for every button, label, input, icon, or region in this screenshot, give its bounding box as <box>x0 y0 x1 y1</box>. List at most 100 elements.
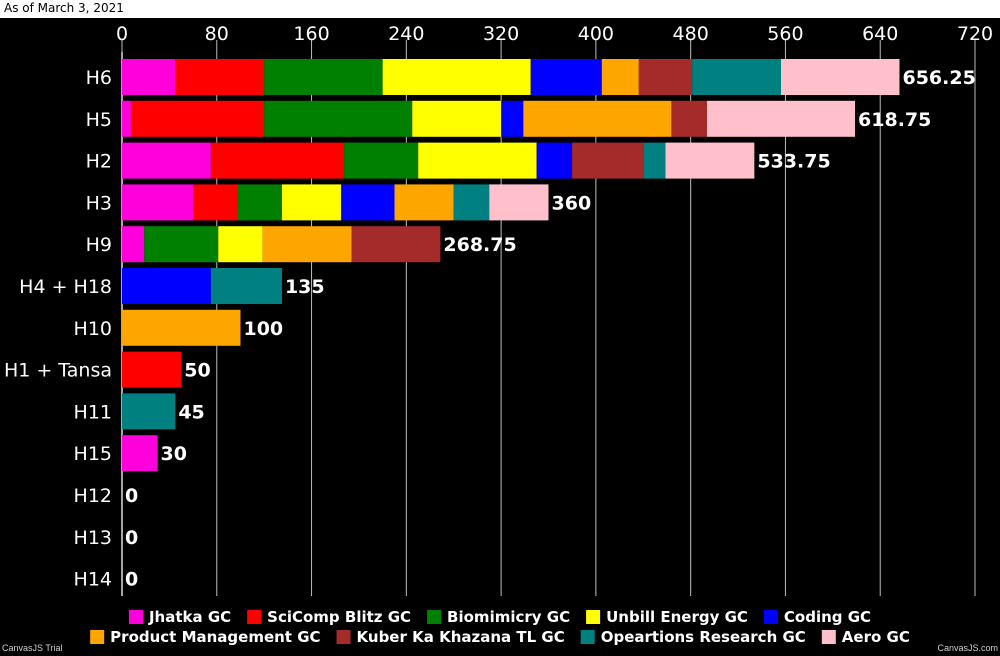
bar-segment <box>122 435 158 472</box>
y-category-label: H5 <box>86 109 112 131</box>
total-label: 656.25 <box>902 67 975 89</box>
bar-segment <box>122 100 131 137</box>
bar-segment <box>382 59 531 95</box>
total-label: 0 <box>125 569 138 591</box>
bar-segment <box>692 59 782 95</box>
bar-segment <box>671 100 707 137</box>
legend-item: SciComp Blitz GC <box>247 608 411 626</box>
legend-item: Kuber Ka Khazana TL GC <box>336 628 565 646</box>
y-category-label: H9 <box>86 234 112 256</box>
total-label: 100 <box>243 318 283 340</box>
bar-segment <box>237 184 282 221</box>
y-category-label: H15 <box>74 443 112 465</box>
bar-segment <box>122 351 182 388</box>
bar-segment <box>122 268 211 304</box>
bar-segment <box>665 142 755 179</box>
bar-segment <box>536 142 573 179</box>
total-label: 45 <box>178 401 204 423</box>
bars <box>122 59 900 472</box>
bar-segment <box>122 184 194 221</box>
bar-segment <box>453 184 490 221</box>
legend: Jhatka GC SciComp Blitz GC Biomimicry GC Un… <box>90 608 910 646</box>
total-label: 50 <box>184 360 210 382</box>
bar-segment <box>638 59 693 95</box>
bar-segment <box>210 142 345 179</box>
y-category-label: H14 <box>74 569 112 591</box>
legend-label: Biomimicry GC <box>447 608 570 626</box>
bar-segment <box>344 142 419 179</box>
stacked-bar-chart: 0 80 160 240 320 400 480 560 640 720 H6 H5 H2 H3 H9 H4… <box>4 23 993 646</box>
bar-segment <box>264 100 413 137</box>
legend-label: Product Management GC <box>110 628 320 646</box>
bar-segment <box>210 268 282 304</box>
x-tick-label: 560 <box>767 23 803 45</box>
bar-segment <box>489 184 549 221</box>
watermark-right: CanvasJS.com <box>937 643 998 653</box>
legend-swatch <box>427 610 442 624</box>
bar-segment <box>341 184 395 221</box>
y-category-label: H6 <box>86 67 112 89</box>
bar-segment <box>572 142 644 179</box>
legend-label: Aero GC <box>842 628 910 646</box>
bar-segment <box>130 100 265 137</box>
total-label: 533.75 <box>757 151 830 173</box>
y-category-label: H13 <box>74 527 112 549</box>
x-tick-label: 480 <box>673 23 709 45</box>
x-tick-label: 640 <box>862 23 898 45</box>
legend-swatch <box>763 610 778 624</box>
bar-segment <box>122 309 241 346</box>
legend-item: Biomimicry GC <box>427 608 570 626</box>
bar-segment <box>412 100 502 137</box>
legend-label: Coding GC <box>784 608 871 626</box>
x-tick-label: 240 <box>388 23 424 45</box>
bar-segment <box>175 59 265 95</box>
legend-swatch <box>336 630 351 644</box>
y-category-label: H3 <box>86 192 112 214</box>
x-tick-label: 0 <box>116 23 128 45</box>
x-tick-label: 160 <box>293 23 329 45</box>
x-tick-label: 720 <box>957 23 993 45</box>
legend-label: SciComp Blitz GC <box>267 608 411 626</box>
total-label: 268.75 <box>443 234 516 256</box>
legend-swatch <box>580 630 595 644</box>
legend-item: Jhatka GC <box>128 608 231 626</box>
bar-segment <box>122 142 211 179</box>
bar-segment <box>264 59 383 95</box>
bar-segment <box>781 59 900 95</box>
legend-swatch <box>128 610 143 624</box>
bar-segment <box>530 59 602 95</box>
total-label: 0 <box>125 485 138 507</box>
legend-label: Unbill Energy GC <box>606 608 748 626</box>
bar-segment <box>122 59 176 95</box>
y-axis-labels: H6 H5 H2 H3 H9 H4 + H18 H10 H1 + Tansa H11 H15 H12… <box>4 67 112 591</box>
y-category-label: H10 <box>74 318 112 340</box>
legend-label: Kuber Ka Khazana TL GC <box>357 628 565 646</box>
legend-item: Product Management GC <box>90 628 321 646</box>
bar-segment <box>144 226 219 263</box>
bar-segment <box>706 100 856 137</box>
bar-segment <box>218 226 263 263</box>
bar-segment <box>262 226 352 263</box>
legend-label: Jhatka GC <box>148 608 231 626</box>
total-label: 618.75 <box>858 109 931 131</box>
bar-segment <box>122 226 145 263</box>
legend-swatch <box>586 610 601 624</box>
total-label: 0 <box>125 527 138 549</box>
legend-item: Opeartions Research GC <box>580 628 806 646</box>
legend-swatch <box>90 630 105 644</box>
bar-segment <box>523 100 672 137</box>
watermark-left: CanvasJS Trial <box>2 643 63 653</box>
x-tick-label: 80 <box>205 23 229 45</box>
bar-segment <box>122 393 176 430</box>
legend-label: Opeartions Research GC <box>601 628 806 646</box>
bar-segment <box>394 184 454 221</box>
x-tick-label: 320 <box>483 23 519 45</box>
y-category-label: H4 + H18 <box>19 276 112 298</box>
bar-segment <box>281 184 342 221</box>
total-label: 360 <box>552 192 592 214</box>
y-category-label: H11 <box>74 401 112 423</box>
as-of-banner: As of March 3, 2021 <box>0 0 1000 18</box>
y-category-label: H2 <box>86 151 112 173</box>
bar-segment <box>351 226 441 263</box>
